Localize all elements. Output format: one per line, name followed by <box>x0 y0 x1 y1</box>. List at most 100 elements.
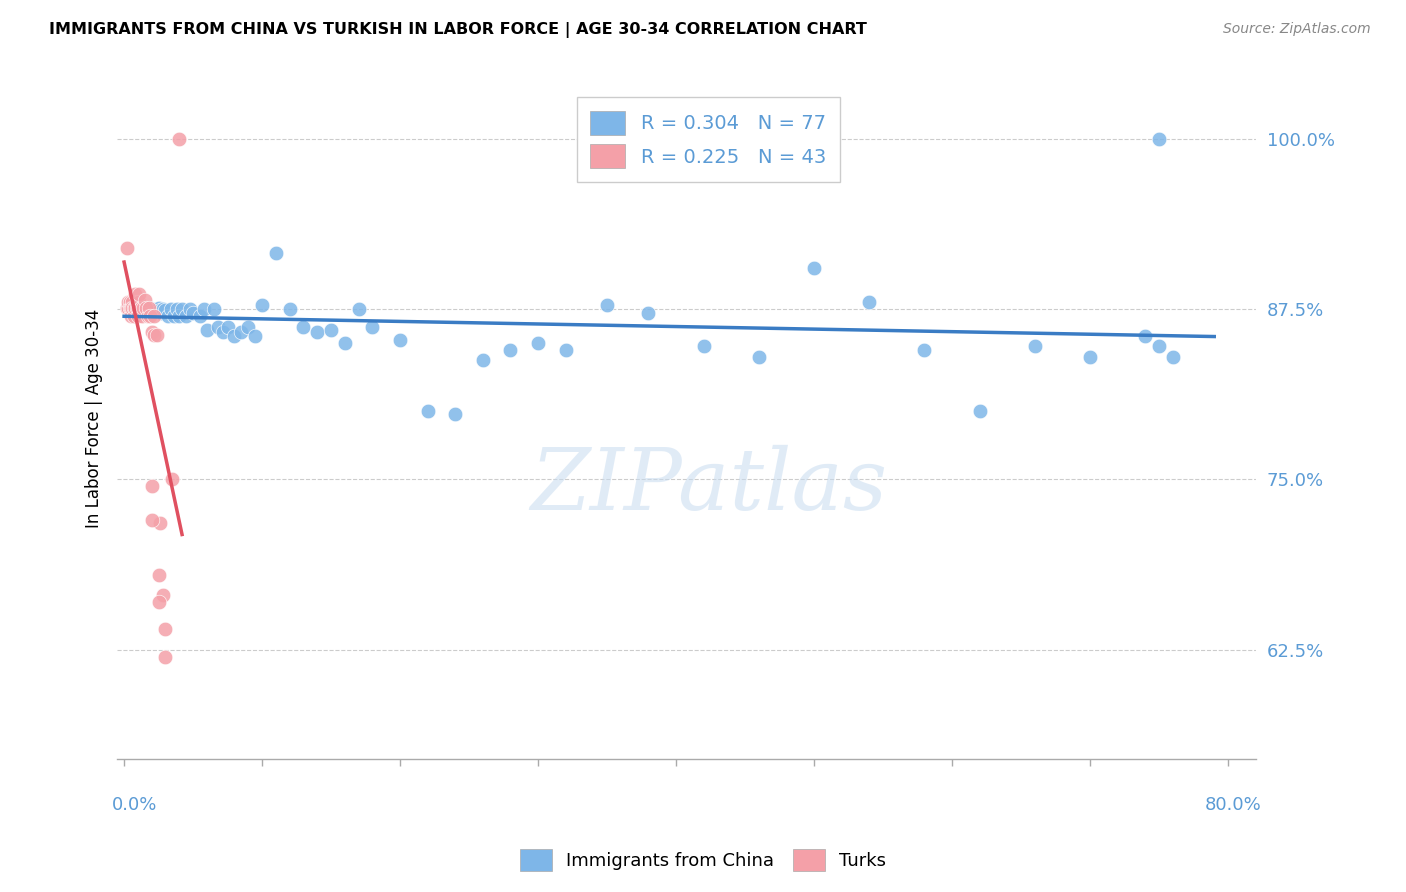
Point <box>162 472 184 486</box>
Point <box>170 302 193 317</box>
Point <box>132 301 155 315</box>
Point <box>1161 350 1184 364</box>
Point <box>1147 132 1170 146</box>
Point <box>292 319 315 334</box>
Point <box>179 302 201 317</box>
Point <box>1135 329 1157 343</box>
Point <box>124 302 146 317</box>
Point <box>224 329 246 343</box>
Point <box>149 303 172 318</box>
Point <box>554 343 576 357</box>
Point <box>127 298 149 312</box>
Point <box>124 301 146 315</box>
Point <box>122 306 145 320</box>
Point <box>136 309 159 323</box>
Point <box>127 301 149 315</box>
Point <box>193 302 215 317</box>
Point <box>125 301 148 315</box>
Point <box>121 295 143 310</box>
Point <box>148 595 170 609</box>
Point <box>596 298 619 312</box>
Y-axis label: In Labor Force | Age 30-34: In Labor Force | Age 30-34 <box>86 309 103 528</box>
Point <box>136 306 159 320</box>
Point <box>444 407 467 421</box>
Point <box>115 241 138 255</box>
Point <box>120 301 142 315</box>
Point <box>127 302 149 317</box>
Point <box>264 246 287 260</box>
Point <box>169 132 191 146</box>
Point <box>333 336 356 351</box>
Point <box>347 302 370 317</box>
Point <box>139 301 162 315</box>
Point <box>139 309 162 323</box>
Point <box>202 302 225 317</box>
Legend: R = 0.304   N = 77, R = 0.225   N = 43: R = 0.304 N = 77, R = 0.225 N = 43 <box>576 97 839 182</box>
Text: 80.0%: 80.0% <box>1205 797 1261 814</box>
Point <box>141 479 163 493</box>
Point <box>129 301 152 315</box>
Point <box>188 309 211 323</box>
Point <box>148 567 170 582</box>
Point <box>125 301 148 315</box>
Point <box>155 623 177 637</box>
Point <box>692 339 714 353</box>
Point <box>135 301 157 315</box>
Point <box>142 302 165 317</box>
Point <box>118 295 141 310</box>
Point <box>129 301 152 315</box>
Point <box>1024 339 1046 353</box>
Point <box>138 302 160 317</box>
Point <box>148 301 170 315</box>
Point <box>141 325 163 339</box>
Point <box>150 306 173 320</box>
Point <box>129 301 152 315</box>
Point <box>637 306 659 320</box>
Point <box>149 516 172 530</box>
Point <box>118 301 141 315</box>
Point <box>132 301 155 315</box>
Point <box>157 309 180 323</box>
Point <box>155 303 177 318</box>
Text: ZIPatlas: ZIPatlas <box>530 445 887 527</box>
Point <box>131 309 153 323</box>
Point <box>212 325 235 339</box>
Point <box>169 309 191 323</box>
Point <box>969 404 991 418</box>
Point <box>117 301 139 315</box>
Point <box>128 303 150 318</box>
Text: IMMIGRANTS FROM CHINA VS TURKISH IN LABOR FORCE | AGE 30-34 CORRELATION CHART: IMMIGRANTS FROM CHINA VS TURKISH IN LABO… <box>49 22 868 38</box>
Text: 0.0%: 0.0% <box>111 797 157 814</box>
Point <box>146 328 169 343</box>
Point <box>748 350 770 364</box>
Legend: Immigrants from China, Turks: Immigrants from China, Turks <box>512 842 894 879</box>
Point <box>389 334 412 348</box>
Point <box>121 301 143 315</box>
Point <box>181 306 204 320</box>
Point <box>134 293 156 307</box>
Point <box>207 319 229 334</box>
Point <box>125 295 148 310</box>
Point <box>152 302 174 317</box>
Point <box>146 303 169 318</box>
Point <box>195 322 218 336</box>
Point <box>145 302 167 317</box>
Point <box>250 298 273 312</box>
Point <box>160 302 183 317</box>
Point <box>499 343 522 357</box>
Point <box>143 309 166 323</box>
Point <box>127 309 149 323</box>
Point <box>307 325 329 339</box>
Point <box>122 309 145 323</box>
Point <box>361 319 384 334</box>
Text: Source: ZipAtlas.com: Source: ZipAtlas.com <box>1223 22 1371 37</box>
Point <box>138 301 160 315</box>
Point <box>217 319 239 334</box>
Point <box>243 329 266 343</box>
Point <box>319 322 342 336</box>
Point <box>174 309 197 323</box>
Point <box>135 301 157 315</box>
Point <box>803 261 825 276</box>
Point <box>1147 339 1170 353</box>
Point <box>117 295 139 310</box>
